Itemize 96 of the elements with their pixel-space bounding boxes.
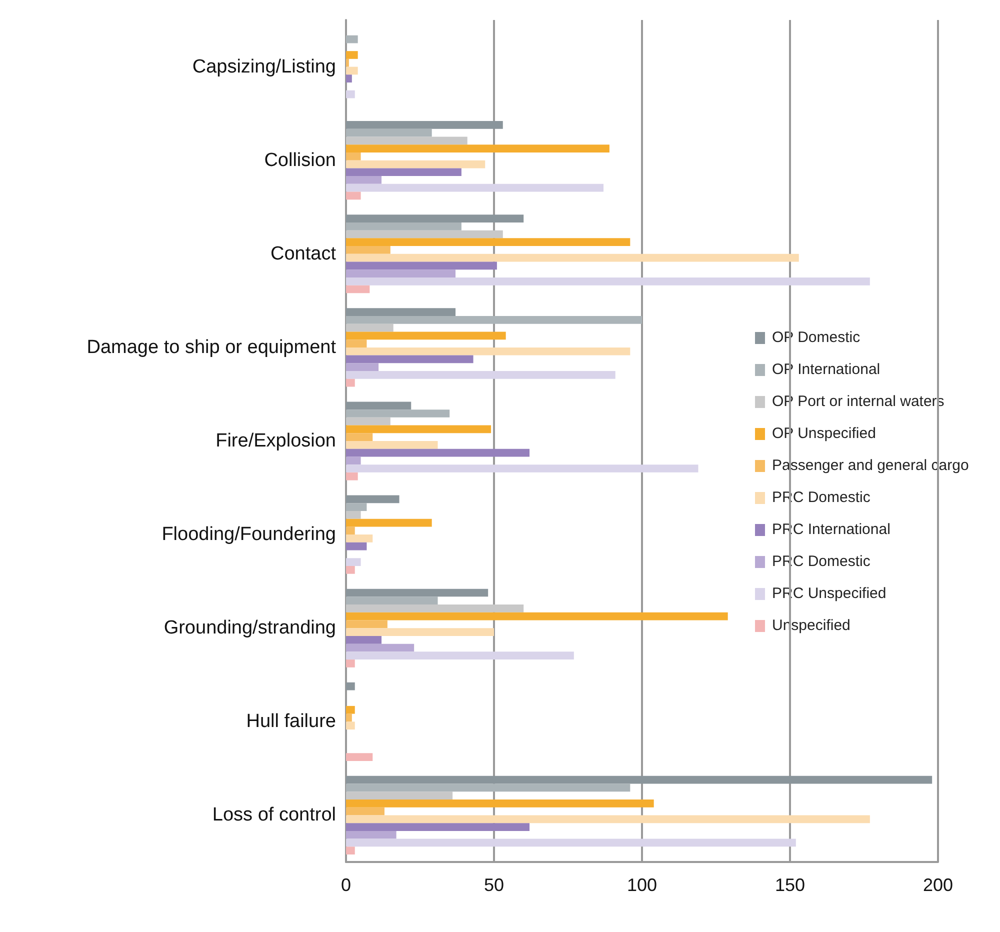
bar (346, 448, 530, 457)
bar (346, 214, 524, 222)
bar (346, 558, 361, 566)
bar (346, 620, 388, 628)
bar (346, 495, 400, 504)
bar (346, 168, 462, 176)
bar (346, 776, 932, 784)
bar (346, 518, 432, 527)
bar (346, 503, 367, 511)
bar (346, 628, 494, 636)
bar (346, 652, 574, 660)
bar (346, 846, 355, 855)
bar (346, 246, 390, 254)
bar (346, 66, 358, 75)
bar (346, 636, 382, 644)
bar (346, 784, 630, 792)
bar (346, 464, 698, 472)
bar (346, 753, 373, 761)
bar (346, 510, 361, 519)
bar (346, 714, 352, 722)
y-tick-label: Fire/Explosion (216, 430, 336, 452)
bar (346, 152, 361, 160)
bar (346, 332, 506, 340)
x-tick-label: 100 (626, 875, 658, 895)
bar (346, 347, 630, 356)
legend-label: Passenger and general cargo (772, 457, 969, 474)
bar (346, 160, 486, 168)
bar (346, 58, 349, 67)
bar (346, 51, 358, 59)
bar (346, 144, 610, 152)
y-tick-label: Contact (270, 243, 337, 264)
bar (346, 792, 453, 800)
bar (346, 238, 630, 246)
bar (346, 378, 355, 387)
bar (346, 222, 462, 230)
bar (346, 254, 799, 262)
bar (346, 90, 355, 98)
bar (346, 402, 412, 410)
y-tick-label: Loss of control (212, 804, 336, 826)
bar (346, 128, 432, 137)
bar (346, 588, 488, 597)
bar (346, 526, 355, 535)
bar (346, 340, 367, 348)
bar (346, 838, 796, 847)
bar (346, 542, 367, 550)
bar (346, 371, 616, 379)
bar (346, 706, 355, 714)
x-tick-label: 200 (922, 875, 954, 895)
x-tick-label: 50 (484, 875, 504, 895)
bar (346, 35, 358, 44)
bar (346, 800, 654, 808)
y-tick-label: Capsizing/Listing (192, 56, 336, 78)
bar (346, 604, 524, 612)
bar (346, 417, 390, 426)
bar (346, 363, 379, 372)
bar (346, 410, 450, 418)
bar (346, 270, 456, 278)
bar (346, 596, 438, 605)
y-tick-label: Collision (264, 150, 336, 171)
bar (346, 660, 355, 668)
bar (346, 830, 396, 839)
bar (346, 308, 456, 316)
y-tick-label: Grounding/stranding (164, 618, 336, 639)
bar (346, 722, 355, 730)
bar (346, 355, 474, 364)
bar (346, 121, 503, 129)
bar (346, 324, 394, 332)
bar (346, 612, 728, 620)
bar (346, 176, 382, 184)
bar (346, 566, 355, 574)
legend-label: Unspecified (772, 617, 850, 634)
bar (346, 815, 870, 824)
bar (346, 316, 642, 324)
bar (346, 807, 384, 816)
bar (346, 644, 414, 652)
bar (346, 682, 355, 690)
bar (346, 277, 870, 286)
y-tick-label: Hull failure (246, 711, 336, 732)
bar (346, 262, 497, 270)
y-tick-label: Flooding/Foundering (162, 524, 336, 546)
bar (346, 472, 358, 480)
bar (346, 823, 530, 831)
bar (346, 184, 604, 192)
bar (346, 74, 352, 82)
bar (346, 534, 373, 542)
bar (346, 192, 361, 200)
bar (346, 425, 492, 434)
bar (346, 285, 370, 294)
bar (346, 433, 373, 441)
bar (346, 441, 438, 449)
y-tick-label: Damage to ship or equipment (86, 336, 337, 358)
bar (346, 136, 468, 145)
x-tick-label: 150 (774, 875, 806, 895)
x-tick-label: 0 (340, 875, 352, 895)
bar (346, 230, 503, 238)
bar (346, 456, 361, 465)
